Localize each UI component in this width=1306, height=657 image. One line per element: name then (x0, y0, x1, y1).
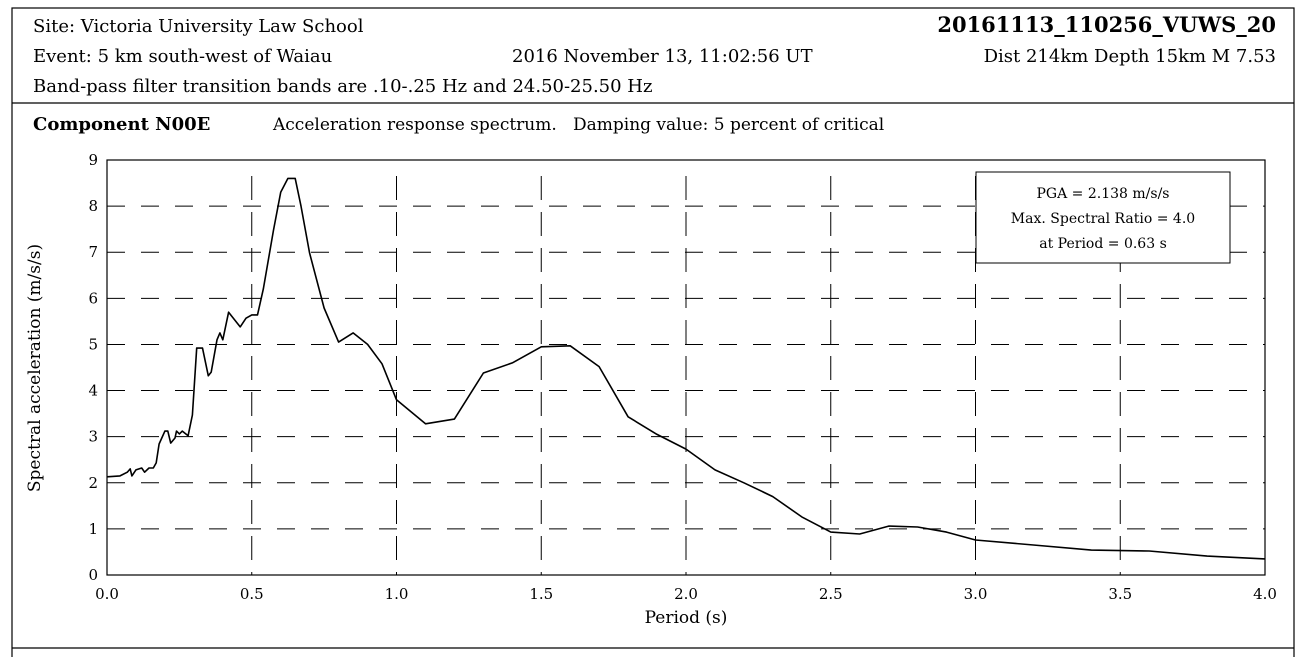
x-tick-label: 4.0 (1253, 585, 1277, 603)
y-axis-label: Spectral acceleration (m/s/s) (25, 244, 45, 492)
outer-frame (11, 7, 1295, 657)
x-tick-label: 0.0 (95, 585, 119, 603)
y-tick-label: 3 (88, 428, 98, 446)
component-label: Component N00E (33, 114, 210, 135)
y-tick-label: 5 (88, 335, 98, 353)
site-label: Site: Victoria University Law School (33, 16, 364, 37)
pga-text: PGA = 2.138 m/s/s (1037, 186, 1170, 202)
y-tick-label: 6 (88, 289, 98, 307)
record-id: 20161113_110256_VUWS_20 (937, 12, 1276, 37)
x-tick-label: 0.5 (240, 585, 264, 603)
period-text: at Period = 0.63 s (1039, 236, 1167, 252)
x-tick-label: 1.0 (385, 585, 409, 603)
y-tick-label: 8 (88, 197, 98, 215)
event-label: Event: 5 km south-west of Waiau (33, 46, 332, 67)
x-tick-label: 2.5 (819, 585, 843, 603)
tick-labels: 0 1 2 3 4 5 6 7 8 9 0.0 0.5 1.0 1.5 2.0 2.5 3.0 3.5 4.0 (88, 151, 1276, 603)
event-datetime: 2016 November 13, 11:02:56 UT (512, 46, 813, 67)
y-tick-label: 4 (88, 382, 98, 400)
plot-area (106, 159, 1266, 576)
y-tick-label: 1 (88, 520, 98, 538)
dist-depth-magnitude: Dist 214km Depth 15km M 7.53 (984, 46, 1276, 67)
y-tick-label: 0 (88, 566, 98, 584)
x-tick-label: 3.0 (964, 585, 988, 603)
y-tick-label: 7 (88, 243, 98, 261)
y-tick-label: 2 (88, 474, 98, 492)
spectrum-description: Acceleration response spectrum. Damping … (272, 115, 884, 135)
y-tick-label: 9 (88, 151, 98, 169)
annotation-box: PGA = 2.138 m/s/s Max. Spectral Ratio = … (975, 171, 1231, 264)
x-tick-label: 1.5 (529, 585, 553, 603)
grid (107, 176, 1265, 575)
spectrum-line (106, 177, 1266, 560)
filter-label: Band-pass filter transition bands are .1… (33, 76, 653, 97)
x-tick-label: 3.5 (1108, 585, 1132, 603)
spectral-ratio-text: Max. Spectral Ratio = 4.0 (1011, 211, 1195, 227)
x-tick-label: 2.0 (674, 585, 698, 603)
x-axis-label: Period (s) (645, 608, 728, 628)
